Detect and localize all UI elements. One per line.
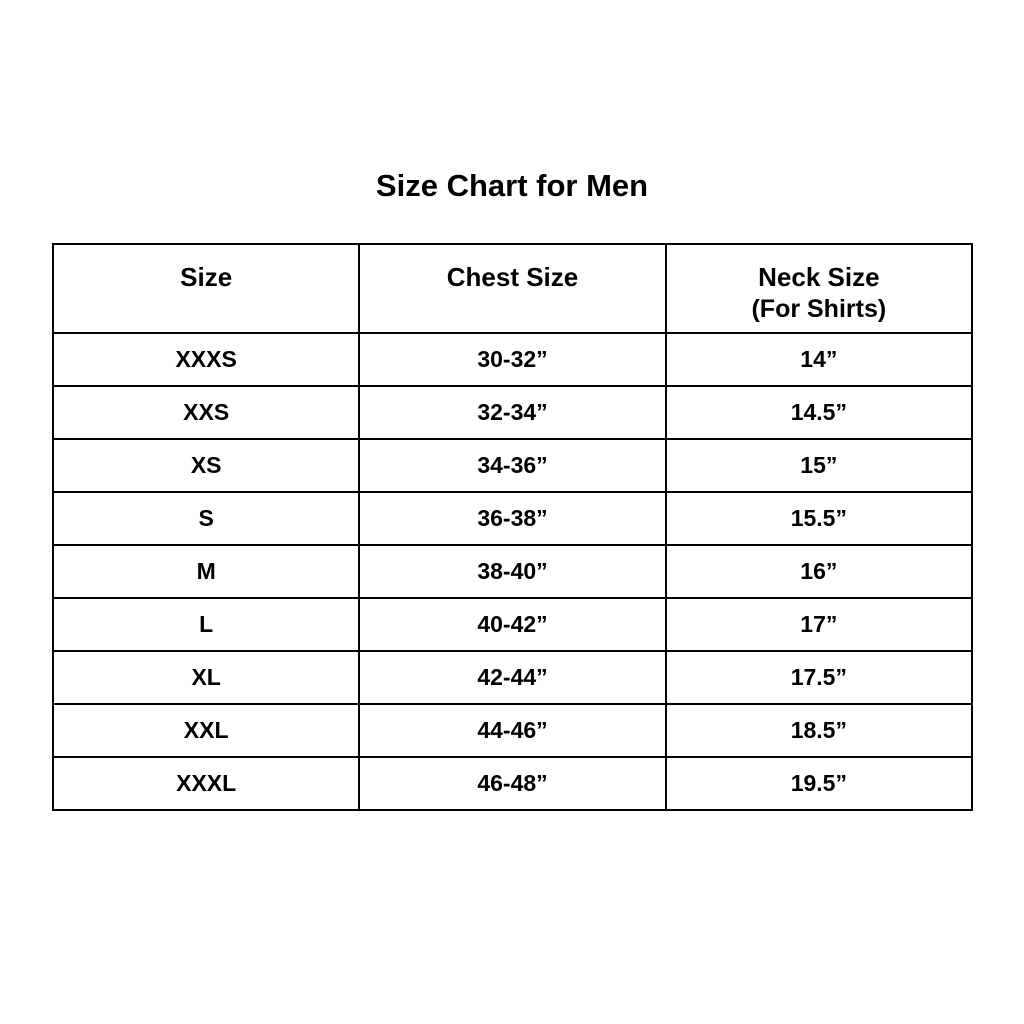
cell-neck-size: 17” (664, 597, 974, 652)
cell-neck-size: 19.5” (664, 756, 974, 811)
cell-neck-size: 14” (664, 332, 974, 387)
cell-chest-size: 44-46” (358, 703, 667, 758)
table-row: XS 34-36” 15” (51, 438, 974, 493)
cell-neck-size: 15” (664, 438, 974, 493)
header-chest-size: Chest Size (358, 243, 667, 334)
page-title: Size Chart for Men (375, 168, 649, 203)
table-row: XL 42-44” 17.5” (51, 650, 974, 705)
table-row: XXL 44-46” 18.5” (51, 703, 974, 758)
cell-size: XXXS (51, 332, 361, 387)
cell-size: XL (51, 650, 361, 705)
cell-chest-size: 34-36” (358, 438, 667, 493)
header-neck-size: Neck Size (For Shirts) (664, 243, 974, 334)
cell-size: XXXL (51, 756, 361, 811)
cell-chest-size: 30-32” (358, 332, 667, 387)
table-row: M 38-40” 16” (51, 544, 974, 599)
table-row: XXXL 46-48” 19.5” (51, 756, 974, 811)
cell-neck-size: 15.5” (664, 491, 974, 546)
cell-size: L (51, 597, 361, 652)
cell-chest-size: 42-44” (358, 650, 667, 705)
header-label: Chest Size (446, 262, 579, 292)
cell-neck-size: 14.5” (664, 385, 974, 440)
table-row: XXXS 30-32” 14” (51, 332, 974, 387)
cell-size: XS (51, 438, 361, 493)
cell-chest-size: 40-42” (358, 597, 667, 652)
cell-size: S (51, 491, 361, 546)
cell-chest-size: 36-38” (358, 491, 667, 546)
header-size: Size (51, 243, 361, 334)
header-sublabel: (For Shirts) (751, 295, 887, 323)
header-label: Size (180, 262, 233, 292)
header-label: Neck Size (758, 262, 880, 292)
cell-size: XXL (51, 703, 361, 758)
cell-chest-size: 38-40” (358, 544, 667, 599)
table-row: XXS 32-34” 14.5” (51, 385, 974, 440)
cell-size: XXS (51, 385, 361, 440)
cell-chest-size: 46-48” (358, 756, 667, 811)
cell-neck-size: 17.5” (664, 650, 974, 705)
cell-size: M (51, 544, 361, 599)
cell-chest-size: 32-34” (358, 385, 667, 440)
cell-neck-size: 16” (664, 544, 974, 599)
table-row: S 36-38” 15.5” (51, 491, 974, 546)
size-chart-table: Size Chest Size Neck Size (For Shirts) XX… (51, 243, 974, 811)
table-row: L 40-42” 17” (51, 597, 974, 652)
header-row: Size Chest Size Neck Size (For Shirts) (51, 243, 974, 334)
cell-neck-size: 18.5” (664, 703, 974, 758)
